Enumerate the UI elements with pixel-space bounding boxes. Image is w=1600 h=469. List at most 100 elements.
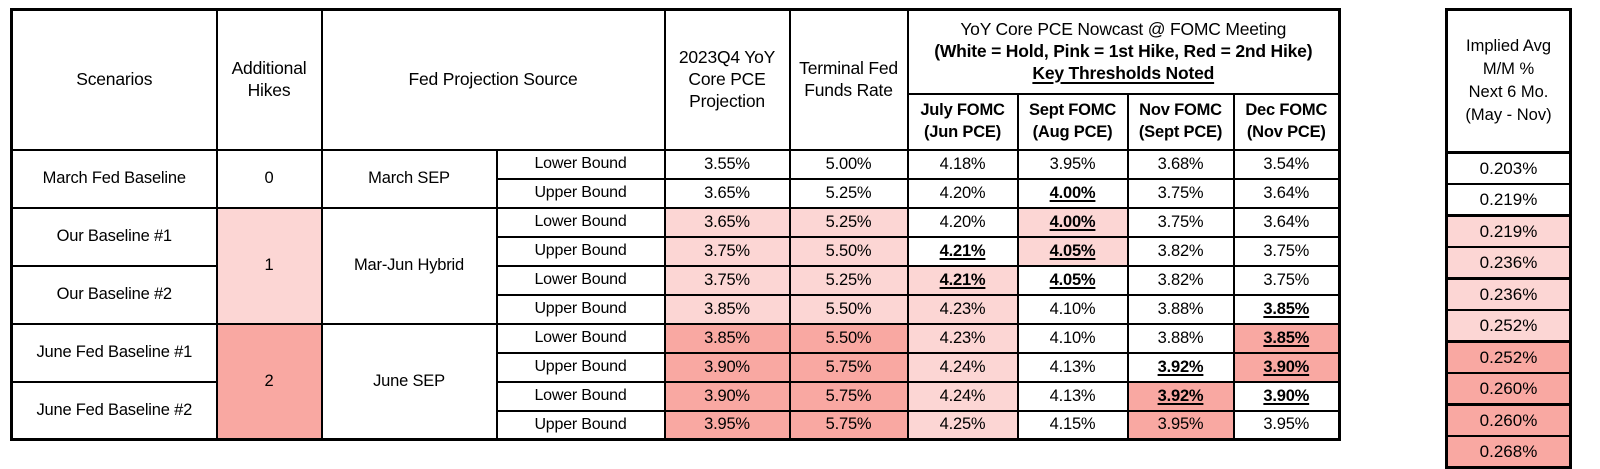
scenarios-header: Scenarios [10, 8, 218, 151]
terminal-rate-cell: 5.50% [788, 322, 909, 354]
nov-fomc-cell: 3.75% [1126, 177, 1235, 209]
dec-fomc-cell: 3.64% [1232, 177, 1341, 209]
july-fomc-cell: 4.20% [906, 177, 1019, 209]
implied-header-line2: M/M % [1482, 59, 1535, 78]
pce-projection-cell: 3.65% [663, 206, 791, 238]
nov-fomc-cell: 3.95% [1126, 409, 1235, 441]
pce-projection-cell: 3.75% [663, 235, 791, 267]
hikes-cell: 2 [215, 322, 323, 441]
pce-projection-cell: 3.90% [663, 351, 791, 383]
terminal-rate-cell: 5.25% [788, 206, 909, 238]
source-cell: Mar-Jun Hybrid [320, 206, 498, 325]
nov-fomc-cell: 3.88% [1126, 322, 1235, 354]
bound-cell: Upper Bound [495, 235, 666, 267]
sept-fomc-cell: 4.05% [1016, 235, 1129, 267]
dec-fomc-cell: 3.64% [1232, 206, 1341, 238]
bound-cell: Lower Bound [495, 380, 666, 412]
terminal-rate-cell: 5.00% [788, 148, 909, 180]
pce-projection-header: 2023Q4 YoY Core PCE Projection [663, 8, 791, 151]
nov-fomc-pce-label: (Sept PCE) [1138, 122, 1223, 141]
july-fomc-pce-label: (Jun PCE) [923, 122, 1002, 141]
implied-mm-cell: 0.260% [1445, 372, 1572, 406]
dec-fomc-header: Dec FOMC (Nov PCE) [1232, 92, 1341, 151]
bound-cell: Lower Bound [495, 148, 666, 180]
terminal-rate-cell: 5.50% [788, 235, 909, 267]
sept-fomc-cell: 3.95% [1016, 148, 1129, 180]
july-fomc-cell: 4.23% [906, 293, 1019, 325]
nov-fomc-cell: 3.82% [1126, 235, 1235, 267]
nov-fomc-cell: 3.75% [1126, 206, 1235, 238]
sept-fomc-cell: 4.15% [1016, 409, 1129, 441]
terminal-rate-cell: 5.25% [788, 264, 909, 296]
implied-mm-cell: 0.268% [1445, 435, 1572, 469]
dec-fomc-cell: 3.90% [1232, 351, 1341, 383]
implied-mm-cell: 0.236% [1445, 277, 1572, 311]
implied-mm-cell: 0.260% [1445, 403, 1572, 437]
july-fomc-cell: 4.20% [906, 206, 1019, 238]
dec-fomc-label: Dec FOMC [1245, 101, 1328, 120]
pce-projection-cell: 3.65% [663, 177, 791, 209]
terminal-rate-cell: 5.25% [788, 177, 909, 209]
sept-fomc-cell: 4.00% [1016, 206, 1129, 238]
bound-cell: Upper Bound [495, 293, 666, 325]
sept-fomc-cell: 4.13% [1016, 380, 1129, 412]
implied-header-line3: Next 6 Mo. [1468, 83, 1549, 101]
bound-cell: Lower Bound [495, 264, 666, 296]
fed-projection-source-header: Fed Projection Source [320, 8, 666, 151]
sept-fomc-cell: 4.00% [1016, 177, 1129, 209]
nowcast-title: YoY Core PCE Nowcast @ FOMC Meeting [960, 18, 1287, 39]
scenario-cell: Our Baseline #1 [10, 206, 218, 267]
dec-fomc-cell: 3.75% [1232, 264, 1341, 296]
scenario-cell: March Fed Baseline [10, 148, 218, 209]
july-fomc-label: July FOMC [920, 101, 1005, 120]
sept-fomc-cell: 4.10% [1016, 293, 1129, 325]
pce-projection-cell: 3.85% [663, 322, 791, 354]
sept-fomc-cell: 4.05% [1016, 264, 1129, 296]
july-fomc-cell: 4.24% [906, 351, 1019, 383]
dec-fomc-cell: 3.90% [1232, 380, 1341, 412]
sept-fomc-label: Sept FOMC [1028, 101, 1117, 120]
scenario-cell: Our Baseline #2 [10, 264, 218, 325]
implied-mm-cell: 0.252% [1445, 309, 1572, 343]
pce-projection-cell: 3.90% [663, 380, 791, 412]
dec-fomc-cell: 3.85% [1232, 322, 1341, 354]
terminal-rate-cell: 5.50% [788, 293, 909, 325]
implied-header-line4: (May - Nov) [1465, 106, 1552, 125]
fed-scenarios-table-canvas: Scenarios Additional Hikes Fed Projectio… [10, 8, 1572, 469]
terminal-rate-cell: 5.75% [788, 409, 909, 441]
dec-fomc-cell: 3.75% [1232, 235, 1341, 267]
pce-projection-cell: 3.95% [663, 409, 791, 441]
pce-projection-cell: 3.55% [663, 148, 791, 180]
implied-mm-cell: 0.219% [1445, 214, 1572, 248]
nov-fomc-cell: 3.68% [1126, 148, 1235, 180]
nov-fomc-label: Nov FOMC [1139, 101, 1222, 120]
nowcast-color-legend: (White = Hold, Pink = 1st Hike, Red = 2n… [934, 40, 1313, 61]
pce-projection-cell: 3.85% [663, 293, 791, 325]
implied-mm-cell: 0.203% [1445, 151, 1572, 185]
dec-fomc-cell: 3.95% [1232, 409, 1341, 441]
sept-fomc-header: Sept FOMC (Aug PCE) [1016, 92, 1129, 151]
pce-projection-cell: 3.75% [663, 264, 791, 296]
nowcast-thresholds-note: Key Thresholds Noted [1032, 62, 1215, 83]
scenario-cell: June Fed Baseline #2 [10, 380, 218, 441]
fed-scenarios-table: Scenarios Additional Hikes Fed Projectio… [10, 8, 1342, 441]
bound-cell: Lower Bound [495, 206, 666, 238]
july-fomc-cell: 4.21% [906, 264, 1019, 296]
nov-fomc-header: Nov FOMC (Sept PCE) [1126, 92, 1235, 151]
scenario-cell: June Fed Baseline #1 [10, 322, 218, 383]
implied-mm-cell: 0.219% [1445, 183, 1572, 217]
dec-fomc-pce-label: (Nov PCE) [1246, 122, 1326, 141]
dec-fomc-cell: 3.85% [1232, 293, 1341, 325]
july-fomc-cell: 4.23% [906, 322, 1019, 354]
nov-fomc-cell: 3.82% [1126, 264, 1235, 296]
hikes-cell: 1 [215, 206, 323, 325]
nov-fomc-cell: 3.92% [1126, 351, 1235, 383]
additional-hikes-header: Additional Hikes [215, 8, 323, 151]
sept-fomc-cell: 4.13% [1016, 351, 1129, 383]
july-fomc-cell: 4.24% [906, 380, 1019, 412]
sept-fomc-pce-label: (Aug PCE) [1032, 122, 1113, 141]
terminal-rate-header: Terminal Fed Funds Rate [788, 8, 909, 151]
source-cell: June SEP [320, 322, 498, 441]
source-cell: March SEP [320, 148, 498, 209]
implied-mm-cell: 0.236% [1445, 246, 1572, 280]
